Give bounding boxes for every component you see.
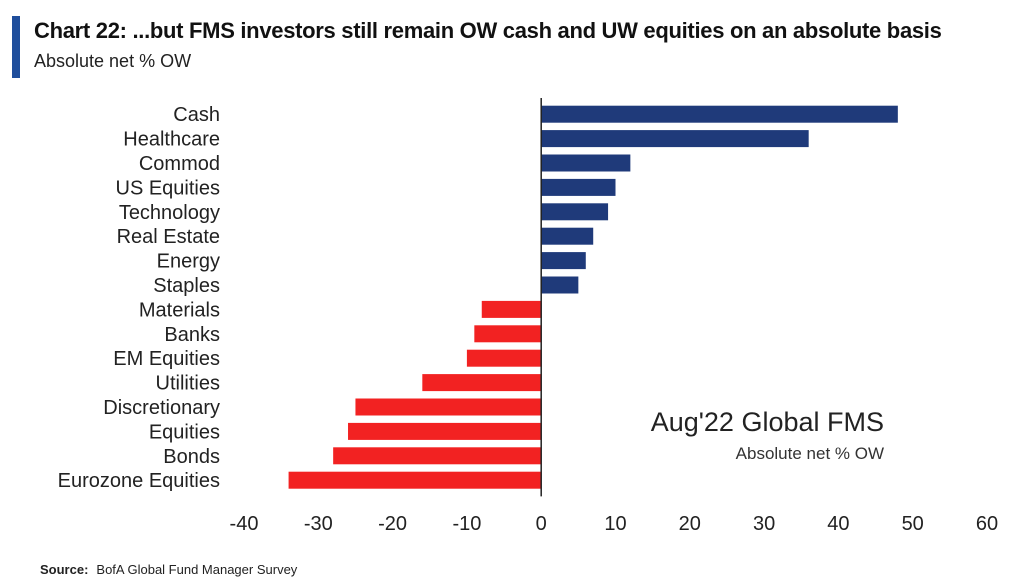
bar-technology <box>541 203 609 221</box>
bars-group <box>288 105 898 489</box>
category-label: Equities <box>149 421 220 443</box>
x-tick-label: -30 <box>304 513 333 535</box>
category-label: EM Equities <box>113 348 220 370</box>
x-tick-labels-group: -40 -30 -20 -10 0 10 20 30 40 50 60 <box>230 513 999 535</box>
bar-cash <box>541 105 898 123</box>
category-label: Energy <box>157 251 220 273</box>
category-label: Commod <box>139 153 220 175</box>
x-tick-label: 40 <box>827 513 849 535</box>
bar-real-estate <box>541 227 594 245</box>
category-label: Materials <box>139 299 220 321</box>
category-label: Real Estate <box>117 226 220 248</box>
x-tick-label: 20 <box>679 513 701 535</box>
category-label: Healthcare <box>123 129 220 151</box>
x-tick-label: -40 <box>230 513 259 535</box>
bar-equities <box>348 422 542 440</box>
chart-title: Chart 22: ...but FMS investors still rem… <box>34 18 942 43</box>
annotation-subtitle: Absolute net % OW <box>736 444 884 463</box>
source-label: Source: <box>40 562 89 577</box>
bar-banks <box>474 325 542 343</box>
title-accent-bar <box>12 16 20 78</box>
category-label: US Equities <box>116 177 221 199</box>
category-label: Bonds <box>163 446 220 468</box>
bar-utilities <box>422 374 542 392</box>
annotation-title: Aug'22 Global FMS <box>651 407 884 437</box>
x-tick-label: 10 <box>604 513 626 535</box>
x-tick-label: 60 <box>976 513 998 535</box>
source-text: BofA Global Fund Manager Survey <box>96 562 298 577</box>
x-tick-label: 50 <box>902 513 924 535</box>
bar-healthcare <box>541 130 809 148</box>
bar-discretionary <box>355 398 542 416</box>
category-label: Staples <box>153 275 220 297</box>
bar-eurozone-equities <box>288 471 542 489</box>
source-note: Source: BofA Global Fund Manager Survey <box>40 562 297 577</box>
category-label: Technology <box>119 202 220 224</box>
x-tick-label: 30 <box>753 513 775 535</box>
category-label: Eurozone Equities <box>58 470 220 492</box>
bar-bonds <box>333 447 542 465</box>
bar-materials <box>481 300 542 318</box>
chart-subtitle: Absolute net % OW <box>34 51 192 71</box>
x-tick-label: 0 <box>536 513 547 535</box>
category-label: Banks <box>164 324 220 346</box>
bar-us-equities <box>541 178 616 196</box>
bar-staples <box>541 276 579 294</box>
category-label: Utilities <box>156 373 220 395</box>
category-label: Cash <box>173 104 220 126</box>
bar-em-equities <box>466 349 542 367</box>
category-label: Discretionary <box>103 397 220 419</box>
bar-commod <box>541 154 631 172</box>
x-tick-label: -10 <box>452 513 481 535</box>
bar-energy <box>541 252 586 270</box>
x-tick-label: -20 <box>378 513 407 535</box>
